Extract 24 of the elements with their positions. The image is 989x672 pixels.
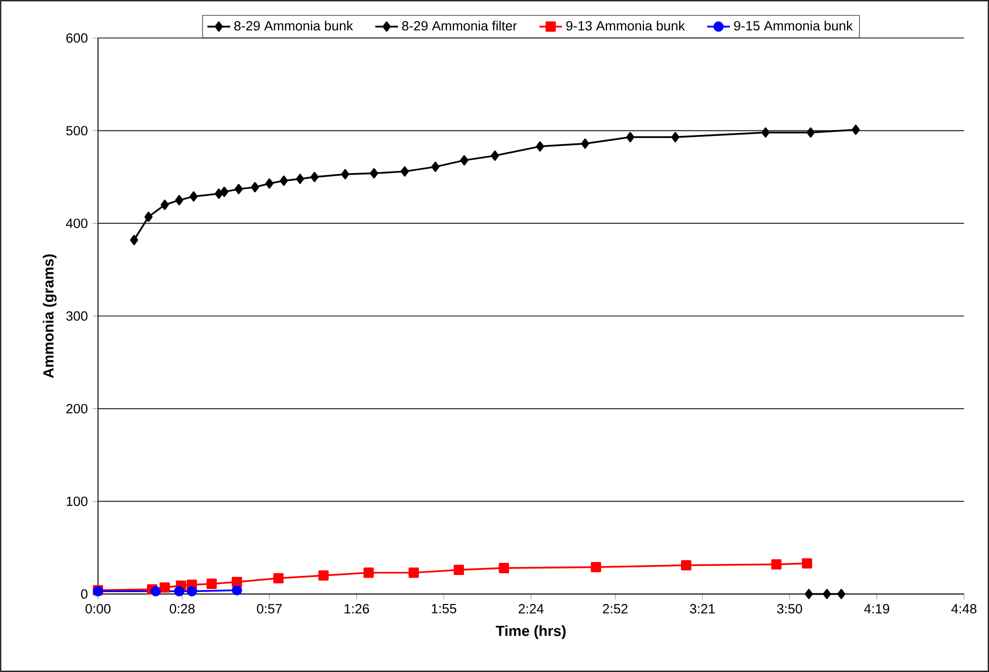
y-tick-label: 500 bbox=[66, 126, 88, 136]
x-tick-label: 2:24 bbox=[518, 604, 544, 614]
y-tick-label: 600 bbox=[66, 33, 88, 43]
x-tick-label: 4:19 bbox=[864, 604, 890, 614]
x-tick-label: 0:28 bbox=[170, 604, 195, 614]
x-tick-label: 3:50 bbox=[777, 604, 802, 614]
y-tick-label: 400 bbox=[66, 218, 88, 228]
y-tick-label: 100 bbox=[66, 496, 88, 506]
y-tick-label: 200 bbox=[66, 404, 88, 414]
x-tick-label: 2:52 bbox=[602, 604, 628, 614]
x-tick-label: 4:48 bbox=[951, 604, 976, 614]
x-axis-title: Time (hrs) bbox=[496, 625, 566, 639]
x-tick-label: 0:00 bbox=[86, 604, 110, 614]
x-tick-label: 3:21 bbox=[690, 604, 715, 614]
legend-label: 9-13 Ammonia bunk bbox=[566, 20, 685, 31]
x-tick-label: 0:57 bbox=[256, 604, 282, 614]
x-tick-label: 1:55 bbox=[432, 604, 456, 614]
y-axis-title: Ammonia (grams) bbox=[42, 254, 57, 378]
y-tick-label: 0 bbox=[81, 589, 88, 599]
legend-label: 9-15 Ammonia bunk bbox=[734, 20, 853, 31]
legend-label: 8-29 Ammonia bunk bbox=[234, 20, 354, 31]
y-tick-label: 300 bbox=[66, 311, 88, 321]
x-tick-label: 1:26 bbox=[344, 604, 369, 614]
legend-label: 8-29 Ammonia filter bbox=[402, 20, 517, 31]
